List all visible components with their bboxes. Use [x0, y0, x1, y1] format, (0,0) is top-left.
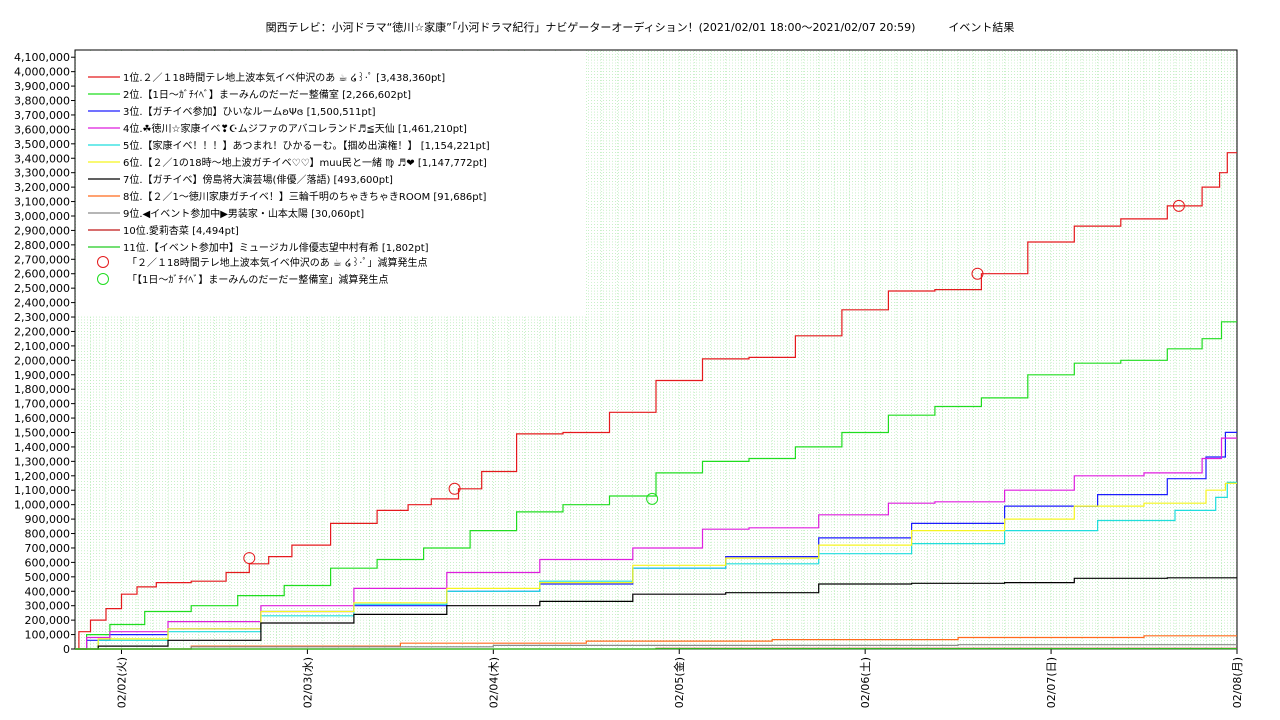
x-tick-label: 02/07(日) — [1045, 657, 1058, 708]
y-tick-label: 3,700,000 — [14, 109, 70, 122]
legend-label-4: 4位.☘徳川☆家康イベ❣☪ムジファのアバコレランド♬≦天仙 [1,461,210… — [123, 122, 467, 135]
legend-label-8: 8位.【２／1〜徳川家康ガチイベ！】三輪千明のちゃきちゃきROOM [91,68… — [123, 190, 487, 203]
series-line-8 — [75, 635, 1237, 650]
y-tick-label: 3,900,000 — [14, 80, 70, 93]
y-tick-label: 1,700,000 — [14, 398, 70, 411]
y-tick-label: 1,500,000 — [14, 426, 70, 439]
y-tick-label: 3,500,000 — [14, 138, 70, 151]
legend: 1位.２／１18時間テレ地上波本気イベ仲沢のあ ☕ ໒꒱·ﾟ [3,438,36… — [76, 51, 586, 315]
series-line-9 — [75, 644, 1237, 650]
y-tick-label: 1,600,000 — [14, 412, 70, 425]
legend-label-9: 9位.◀イベント参加中▶男装家・山本太陽 [30,060pt] — [123, 207, 364, 220]
y-tick-label: 3,400,000 — [14, 152, 70, 165]
subtraction-markers — [243, 199, 1185, 565]
subtraction-marker-1 — [243, 552, 256, 565]
y-tick-label: 1,100,000 — [14, 484, 70, 497]
y-tick-label: 2,200,000 — [14, 325, 70, 338]
y-tick-label: 1,900,000 — [14, 369, 70, 382]
y-tick-label: 3,300,000 — [14, 167, 70, 180]
y-tick-label: 2,800,000 — [14, 239, 70, 252]
y-tick-label: 2,100,000 — [14, 340, 70, 353]
chart-title: 関西テレビ：小河ドラマ“徳川☆家康”「小河ドラマ紀行」ナビゲーターオーディション… — [265, 21, 1015, 34]
y-tick-label: 300,000 — [25, 600, 71, 613]
x-tick-label: 02/06(土) — [859, 657, 872, 708]
legend-marker-label-1: 「２／１18時間テレ地上波本気イベ仲沢のあ ☕ ໒꒱·ﾟ」減算発生点 — [127, 256, 427, 269]
y-tick-label: 0 — [63, 643, 70, 656]
y-tick-label: 200,000 — [25, 614, 71, 627]
x-tick-label: 02/03(水) — [301, 657, 314, 708]
y-tick-label: 3,600,000 — [14, 123, 70, 136]
x-tick-label: 02/05(金) — [672, 657, 686, 708]
y-tick-label: 3,000,000 — [14, 210, 70, 223]
legend-label-11: 11位.【イベント参加中】ミュージカル俳優志望中村有希 [1,802pt] — [123, 241, 429, 254]
y-tick-label: 2,700,000 — [14, 253, 70, 266]
subtraction-marker-1 — [971, 267, 984, 280]
y-tick-label: 700,000 — [25, 542, 71, 555]
legend-label-6: 6位.【２／1の18時〜地上波ガチイベ♡♡】muu民と一緒 ♍ ♬❤ [1,14… — [123, 156, 487, 169]
y-tick-label: 1,800,000 — [14, 383, 70, 396]
y-tick-label: 2,500,000 — [14, 282, 70, 295]
series-line-7 — [75, 577, 1237, 650]
subtraction-marker-1 — [448, 482, 461, 495]
x-tick-label: 02/04(木) — [487, 657, 500, 708]
y-tick-label: 800,000 — [25, 528, 71, 541]
x-tick-label: 02/08(月) — [1231, 657, 1244, 708]
series-line-6 — [75, 482, 1237, 650]
y-tick-label: 1,200,000 — [14, 470, 70, 483]
series-line-1 — [75, 152, 1237, 650]
y-tick-label: 2,400,000 — [14, 297, 70, 310]
y-tick-label: 1,300,000 — [14, 455, 70, 468]
series-lines — [75, 152, 1237, 650]
legend-label-5: 5位.【家康イベ！！！】あつまれ！ひかるーむ。【掴め出演権！】 [1,154,2… — [123, 139, 490, 152]
x-tick-label: 02/02(火) — [115, 657, 128, 708]
y-tick-label: 1,000,000 — [14, 499, 70, 512]
y-tick-label: 4,000,000 — [14, 66, 70, 79]
series-line-4 — [75, 437, 1237, 650]
series-line-3 — [75, 431, 1237, 650]
y-tick-label: 400,000 — [25, 585, 71, 598]
y-tick-label: 3,200,000 — [14, 181, 70, 194]
y-tick-label: 100,000 — [25, 629, 71, 642]
y-tick-label: 1,400,000 — [14, 441, 70, 454]
legend-label-3: 3位.【ガチイベ参加】ひいなルームʚΨɞ [1,500,511pt] — [123, 105, 376, 118]
legend-label-1: 1位.２／１18時間テレ地上波本気イベ仲沢のあ ☕ ໒꒱·ﾟ [3,438,36… — [123, 71, 445, 84]
legend-label-2: 2位.【1日〜ｶﾞﾁｲﾍﾞ】まーみんのだーだー整備室 [2,266,602pt] — [123, 88, 411, 101]
legend-marker-swatch-2 — [97, 273, 109, 285]
legend-marker-label-2: 「【1日〜ｶﾞﾁｲﾍﾞ】まーみんのだーだー整備室」減算発生点 — [127, 273, 388, 286]
y-tick-label: 500,000 — [25, 571, 71, 584]
series-line-2 — [75, 321, 1237, 650]
legend-box — [76, 51, 586, 315]
y-tick-label: 3,100,000 — [14, 196, 70, 209]
y-tick-label: 2,600,000 — [14, 268, 70, 281]
y-tick-label: 2,900,000 — [14, 224, 70, 237]
legend-marker-swatch-1 — [97, 256, 109, 268]
legend-label-10: 10位.愛莉杏菜 [4,494pt] — [123, 224, 239, 237]
y-tick-label: 3,800,000 — [14, 95, 70, 108]
y-tick-label: 2,000,000 — [14, 354, 70, 367]
legend-label-7: 7位.【ガチイベ】傍島将大演芸場(俳優／落語) [493,600pt] — [123, 173, 393, 186]
y-tick-label: 900,000 — [25, 513, 71, 526]
y-tick-label: 4,100,000 — [14, 51, 70, 64]
y-tick-label: 2,300,000 — [14, 311, 70, 324]
y-tick-label: 600,000 — [25, 556, 71, 569]
subtraction-marker-2 — [646, 492, 659, 505]
subtraction-marker-1 — [1172, 199, 1185, 212]
